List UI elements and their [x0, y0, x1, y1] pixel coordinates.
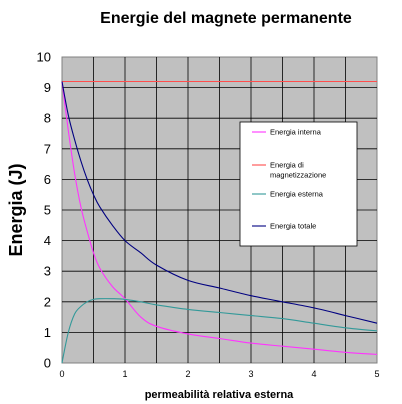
legend-box — [239, 121, 358, 247]
x-tick-label: 0 — [59, 369, 64, 379]
y-tick-label: 6 — [44, 172, 51, 187]
chart-title: Energie del magnete permanente — [100, 10, 352, 27]
x-axis-label: permeabilità relativa esterna — [145, 389, 294, 401]
legend-label: Energia totale — [270, 222, 316, 231]
legend-label: Energia di magnetizzazione — [270, 161, 326, 180]
series-line-energia-interna — [61, 81, 378, 355]
series-line-energia-totale — [61, 81, 378, 324]
y-tick-label: 1 — [44, 325, 51, 340]
series-line-energia-esterna — [61, 298, 378, 364]
x-tick-label: 5 — [374, 369, 379, 379]
y-axis-label: Energia (J) — [6, 163, 26, 256]
y-tick-label: 0 — [44, 356, 51, 371]
x-axis-ticks: 0 1 2 3 4 5 — [59, 369, 379, 379]
x-tick-label: 4 — [311, 369, 316, 379]
x-tick-label: 1 — [122, 369, 127, 379]
y-tick-label: 2 — [44, 294, 51, 309]
y-tick-label: 10 — [37, 50, 51, 65]
y-tick-label: 9 — [44, 80, 51, 95]
x-tick-label: 3 — [248, 369, 253, 379]
y-tick-label: 7 — [44, 141, 51, 156]
x-tick-label: 2 — [185, 369, 190, 379]
y-axis-ticks: 0 1 2 3 4 5 6 7 8 9 10 — [37, 50, 51, 371]
legend-label: Energia esterna — [270, 190, 324, 199]
y-tick-label: 3 — [44, 264, 51, 279]
grid — [62, 57, 377, 363]
y-tick-label: 5 — [44, 203, 51, 218]
y-tick-label: 4 — [44, 233, 51, 248]
legend: Energia interna Energia di magnetizzazione… — [239, 121, 358, 247]
series-layer — [61, 80, 378, 364]
legend-label: Energia interna — [270, 128, 322, 137]
y-tick-label: 8 — [44, 111, 51, 126]
